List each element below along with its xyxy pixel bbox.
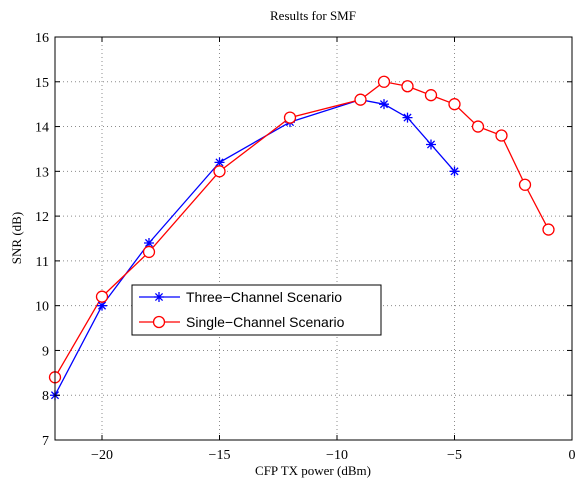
legend-label-1: Three−Channel Scenario xyxy=(186,289,342,305)
x-tick-label: −10 xyxy=(326,448,348,463)
data-point xyxy=(142,245,156,259)
x-tick-label: −20 xyxy=(91,448,113,463)
y-tick-label: 7 xyxy=(42,434,49,449)
data-point xyxy=(213,165,226,178)
data-point xyxy=(495,129,508,142)
data-point xyxy=(542,223,555,236)
chart-title: Results for SMF xyxy=(270,8,356,23)
x-tick-label: 0 xyxy=(569,448,575,463)
y-tick-label: 8 xyxy=(42,389,49,404)
data-point xyxy=(377,75,391,88)
ticks: −20 −15 −10 −5 0 7 8 9 10 11 12 13 14 15 16 xyxy=(35,31,575,463)
data-point xyxy=(354,93,367,106)
series-markers-1 xyxy=(50,94,460,401)
data-point xyxy=(283,111,297,124)
data-point xyxy=(448,98,461,111)
data-point xyxy=(144,237,154,248)
y-tick-label: 15 xyxy=(35,76,49,91)
y-tick-label: 14 xyxy=(35,121,49,136)
legend-marker-1 xyxy=(154,292,164,302)
legend-marker-2 xyxy=(152,315,166,329)
data-point xyxy=(449,166,460,177)
y-tick-label: 13 xyxy=(35,165,49,180)
legend-label-2: Single−Channel Scenario xyxy=(186,314,345,330)
y-tick-label: 12 xyxy=(35,210,49,225)
y-tick-label: 9 xyxy=(42,344,49,359)
data-point xyxy=(95,290,109,303)
grid xyxy=(55,37,572,440)
data-point xyxy=(426,139,436,150)
x-tick-label: −5 xyxy=(447,448,462,463)
data-point xyxy=(402,112,413,123)
data-point xyxy=(424,89,438,102)
y-axis-title: SNR (dB) xyxy=(9,212,24,264)
data-point xyxy=(401,80,414,93)
data-point xyxy=(518,178,532,191)
data-point xyxy=(379,99,389,110)
x-tick-label: −15 xyxy=(209,448,231,463)
y-tick-label: 16 xyxy=(35,31,49,46)
data-point xyxy=(471,120,485,133)
legend: Three−Channel Scenario Single−Channel Sce… xyxy=(131,284,382,336)
series-layer xyxy=(48,75,555,401)
data-point xyxy=(214,157,225,168)
series-markers-2 xyxy=(48,75,555,384)
plot-frame xyxy=(54,36,573,441)
legend-box xyxy=(131,284,382,336)
y-tick-label: 10 xyxy=(35,300,49,315)
x-axis-title: CFP TX power (dBm) xyxy=(255,463,371,478)
data-point xyxy=(97,300,107,311)
y-tick-label: 11 xyxy=(36,255,49,270)
